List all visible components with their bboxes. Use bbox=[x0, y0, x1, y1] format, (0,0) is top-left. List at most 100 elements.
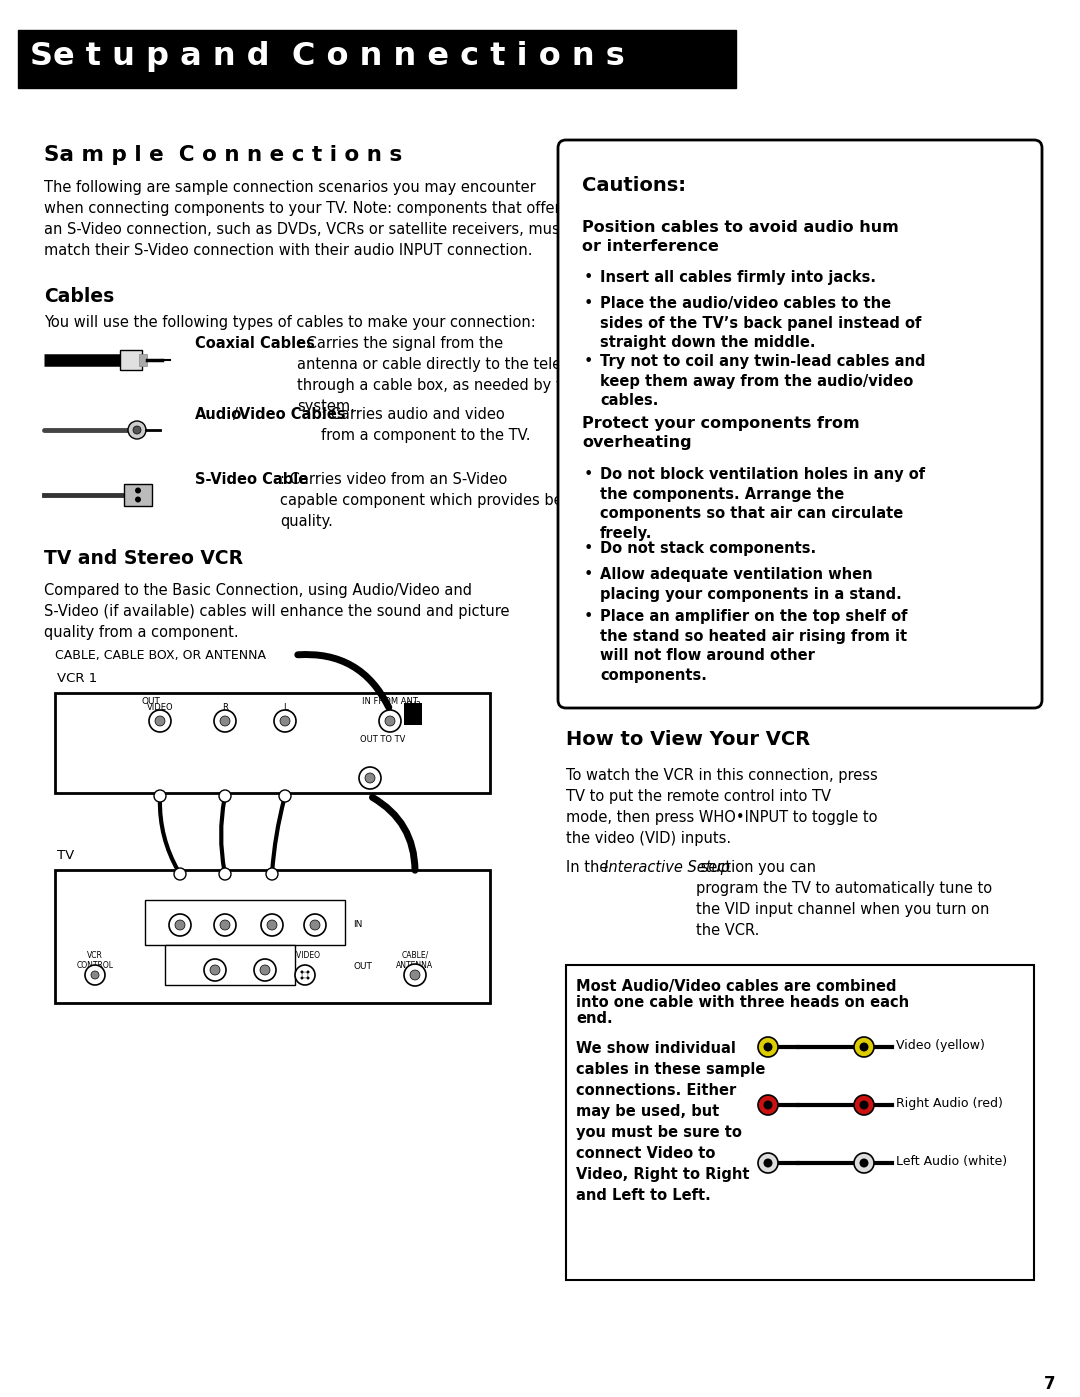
Circle shape bbox=[220, 921, 230, 930]
Circle shape bbox=[365, 773, 375, 782]
Text: Video (yellow): Video (yellow) bbox=[896, 1038, 985, 1052]
Text: OUT TO TV: OUT TO TV bbox=[360, 735, 405, 745]
Circle shape bbox=[359, 767, 381, 789]
Text: R: R bbox=[213, 956, 218, 965]
Text: 7: 7 bbox=[1044, 1375, 1055, 1393]
Circle shape bbox=[854, 1153, 874, 1173]
Text: Interactive Setup: Interactive Setup bbox=[604, 861, 730, 875]
Text: : Carries the signal from the
antenna or cable directly to the television or
thr: : Carries the signal from the antenna or… bbox=[297, 337, 633, 414]
Circle shape bbox=[758, 1095, 778, 1115]
Circle shape bbox=[307, 977, 310, 979]
Text: R: R bbox=[222, 703, 228, 712]
Circle shape bbox=[175, 921, 185, 930]
Text: Do not block ventilation holes in any of
the components. Arrange the
components : Do not block ventilation holes in any of… bbox=[600, 467, 926, 541]
Text: •: • bbox=[584, 270, 593, 285]
Text: We show individual
cables in these sample
connections. Either
may be used, but
y: We show individual cables in these sampl… bbox=[576, 1041, 766, 1203]
Circle shape bbox=[860, 1042, 868, 1052]
Text: In the: In the bbox=[566, 861, 613, 875]
Text: CH3: CH3 bbox=[406, 701, 422, 710]
Text: CH4: CH4 bbox=[406, 711, 422, 719]
FancyBboxPatch shape bbox=[566, 965, 1034, 1280]
Text: : Carries video from an S-Video
capable component which provides best picture
qu: : Carries video from an S-Video capable … bbox=[280, 472, 632, 529]
Text: IN: IN bbox=[353, 921, 363, 929]
Text: OUT: OUT bbox=[353, 963, 372, 971]
Circle shape bbox=[410, 970, 420, 981]
Text: Video Cables: Video Cables bbox=[239, 407, 346, 422]
Circle shape bbox=[758, 1037, 778, 1058]
Circle shape bbox=[379, 710, 401, 732]
Text: VCR 1: VCR 1 bbox=[57, 672, 97, 685]
Circle shape bbox=[154, 789, 166, 802]
Circle shape bbox=[303, 914, 326, 936]
Text: into one cable with three heads on each: into one cable with three heads on each bbox=[576, 995, 909, 1010]
Text: Most Audio/Video cables are combined: Most Audio/Video cables are combined bbox=[576, 979, 896, 995]
Text: You will use the following types of cables to make your connection:: You will use the following types of cabl… bbox=[44, 314, 536, 330]
Text: : Carries audio and video
from a component to the TV.: : Carries audio and video from a compone… bbox=[321, 407, 530, 443]
Circle shape bbox=[854, 1037, 874, 1058]
Circle shape bbox=[384, 717, 395, 726]
Circle shape bbox=[295, 965, 315, 985]
Circle shape bbox=[404, 964, 426, 986]
Circle shape bbox=[214, 710, 237, 732]
Text: To watch the VCR in this connection, press
TV to put the remote control into TV
: To watch the VCR in this connection, pre… bbox=[566, 768, 878, 847]
Text: Cautions:: Cautions: bbox=[582, 176, 686, 196]
Text: L / MONO: L / MONO bbox=[297, 908, 333, 916]
Circle shape bbox=[764, 1158, 772, 1168]
Circle shape bbox=[254, 958, 276, 981]
Text: Cables: Cables bbox=[44, 286, 114, 306]
Text: Insert all cables firmly into jacks.: Insert all cables firmly into jacks. bbox=[600, 270, 876, 285]
Circle shape bbox=[300, 977, 303, 979]
Circle shape bbox=[860, 1101, 868, 1109]
Circle shape bbox=[310, 921, 320, 930]
Circle shape bbox=[85, 965, 105, 985]
Circle shape bbox=[280, 717, 291, 726]
Text: •: • bbox=[584, 609, 593, 624]
Text: section you can
program the TV to automatically tune to
the VID input channel wh: section you can program the TV to automa… bbox=[696, 861, 993, 937]
Text: end.: end. bbox=[576, 1011, 612, 1025]
Bar bbox=[18, 29, 735, 88]
Circle shape bbox=[156, 717, 165, 726]
Circle shape bbox=[149, 710, 171, 732]
FancyBboxPatch shape bbox=[558, 140, 1042, 708]
Text: TV: TV bbox=[57, 849, 75, 862]
Bar bbox=[139, 353, 147, 366]
Text: •: • bbox=[584, 541, 593, 556]
Bar bbox=[120, 351, 141, 370]
Circle shape bbox=[764, 1042, 772, 1052]
Circle shape bbox=[860, 1158, 868, 1168]
Text: L: L bbox=[262, 956, 267, 965]
Circle shape bbox=[129, 420, 146, 439]
Bar bbox=[55, 693, 490, 793]
Circle shape bbox=[220, 717, 230, 726]
Circle shape bbox=[135, 488, 141, 493]
Text: /: / bbox=[233, 407, 238, 422]
Text: L: L bbox=[283, 703, 287, 712]
Text: IN FROM ANT: IN FROM ANT bbox=[362, 697, 418, 705]
Text: CABLE/
ANTENNA: CABLE/ ANTENNA bbox=[396, 951, 433, 971]
Circle shape bbox=[219, 868, 231, 880]
Circle shape bbox=[302, 972, 308, 978]
Text: S-Video Cable: S-Video Cable bbox=[195, 472, 308, 488]
Circle shape bbox=[300, 971, 303, 974]
Text: The following are sample connection scenarios you may encounter
when connecting : The following are sample connection scen… bbox=[44, 180, 566, 258]
Circle shape bbox=[219, 789, 231, 802]
Circle shape bbox=[204, 958, 226, 981]
Circle shape bbox=[266, 868, 278, 880]
Circle shape bbox=[307, 971, 310, 974]
Text: Protect your components from
overheating: Protect your components from overheating bbox=[582, 416, 860, 450]
Bar bbox=[404, 703, 422, 725]
Bar bbox=[124, 483, 152, 506]
Text: Do not stack components.: Do not stack components. bbox=[600, 541, 816, 556]
Circle shape bbox=[261, 914, 283, 936]
Text: How to View Your VCR: How to View Your VCR bbox=[566, 731, 810, 749]
Text: •: • bbox=[584, 467, 593, 482]
Circle shape bbox=[854, 1095, 874, 1115]
Circle shape bbox=[91, 971, 99, 979]
Text: Place the audio/video cables to the
sides of the TV’s back panel instead of
stra: Place the audio/video cables to the side… bbox=[600, 296, 921, 351]
Text: Compared to the Basic Connection, using Audio/Video and
S-Video (if available) c: Compared to the Basic Connection, using … bbox=[44, 583, 510, 640]
Text: TV and Stereo VCR: TV and Stereo VCR bbox=[44, 549, 243, 569]
Text: OUT: OUT bbox=[141, 697, 161, 705]
Circle shape bbox=[279, 789, 291, 802]
Text: AUDIO: AUDIO bbox=[259, 908, 284, 916]
Text: Position cables to avoid audio hum
or interference: Position cables to avoid audio hum or in… bbox=[582, 219, 899, 254]
